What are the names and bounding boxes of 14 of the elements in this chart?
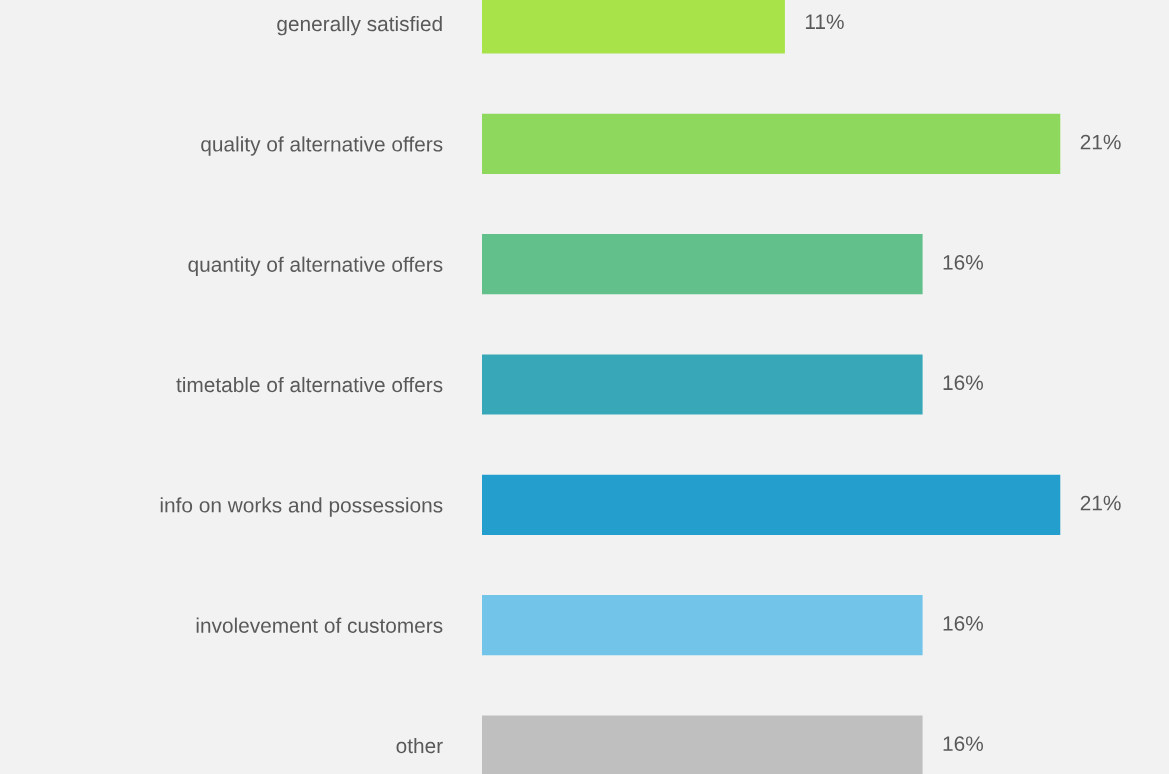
y-tick-label: info on works and possessions (160, 497, 443, 517)
data-label: 16% (943, 255, 983, 270)
data-label: 11% (805, 14, 844, 30)
y-tick-label: timetable of alternative offers (176, 376, 443, 393)
y-tick-label: quality of alternative offers (201, 136, 443, 156)
data-label: 21% (1080, 134, 1121, 150)
data-label: 16% (943, 375, 983, 391)
data-label: 16% (943, 736, 983, 752)
data-label: 16% (943, 615, 983, 631)
data-label: 21% (1080, 495, 1121, 511)
y-tick-label: quantity of alternative offers (188, 256, 443, 277)
y-tick-label: other (396, 737, 443, 754)
y-tick-label: generally satisfied (277, 15, 442, 36)
y-tick-label: involevement of customers (196, 617, 443, 633)
